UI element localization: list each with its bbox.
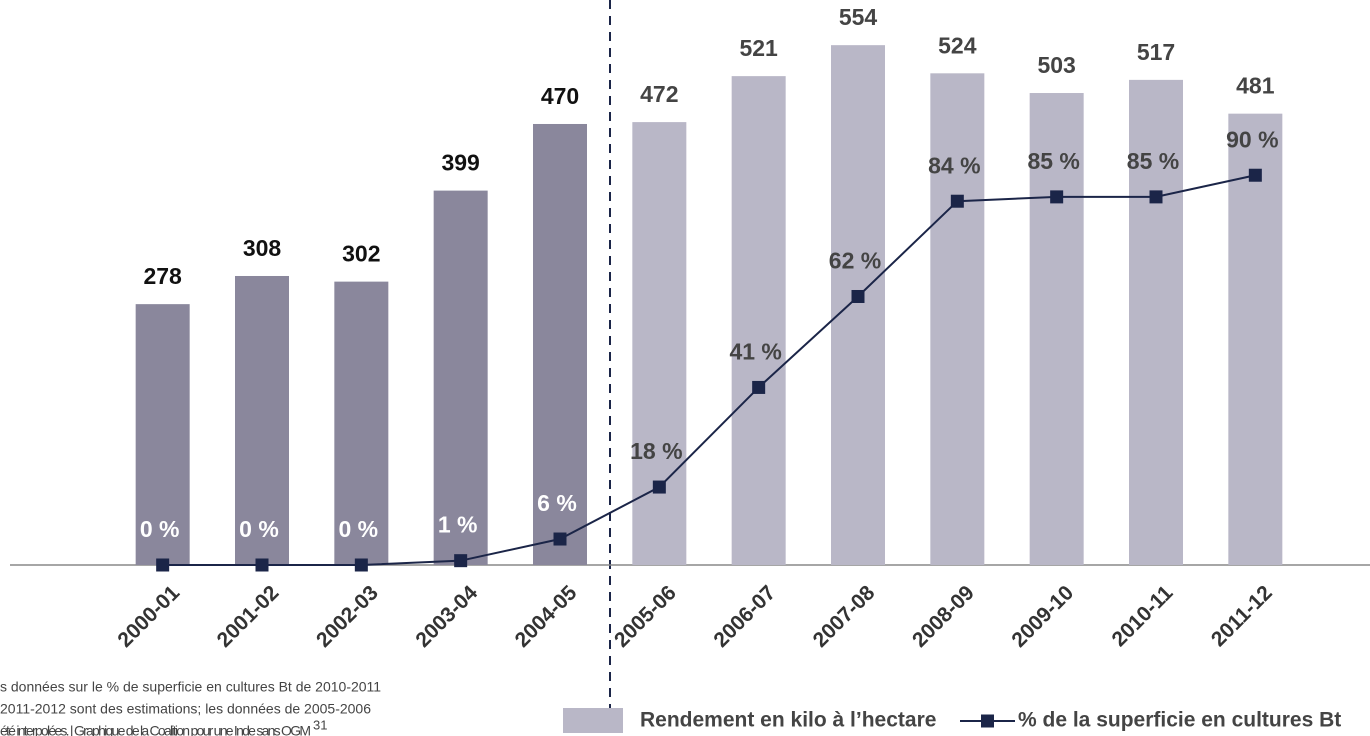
line-value-label: 1 %	[438, 512, 478, 538]
legend-label: Rendement en kilo à l’hectare	[640, 709, 936, 732]
line-marker	[950, 194, 964, 208]
bar-value-label: 308	[243, 235, 282, 261]
line-value-label: 6 %	[537, 490, 577, 516]
line-marker	[1050, 190, 1064, 204]
legend-swatch	[563, 708, 623, 733]
bar-value-label: 517	[1137, 39, 1175, 65]
line-marker	[454, 554, 468, 568]
line-value-label: 0 %	[239, 516, 279, 542]
bar	[135, 304, 190, 565]
line-value-label: 18 %	[630, 438, 682, 464]
bar-value-label: 470	[541, 83, 579, 109]
x-tick-label: 2003-04	[411, 581, 482, 652]
line-marker	[652, 480, 666, 494]
bar	[334, 281, 389, 565]
line-value-label: 85 %	[1027, 148, 1079, 174]
legend-label: % de la superficie en cultures Bt	[1018, 709, 1341, 732]
x-tick-label: 2000-01	[113, 581, 184, 652]
x-tick-label: 2008-09	[908, 581, 979, 652]
line-value-label: 0 %	[140, 516, 180, 542]
x-tick-label: 2010-11	[1108, 581, 1178, 651]
x-tick-label: 2009-10	[1007, 581, 1078, 652]
bar-value-label: 503	[1037, 52, 1075, 78]
line-marker	[553, 532, 567, 546]
note: s données sur le % de superficie en cult…	[0, 679, 381, 695]
line-marker	[752, 380, 766, 394]
x-tick-label: 2001-02	[213, 581, 284, 652]
bar-value-label: 554	[839, 4, 878, 30]
bar-value-label: 521	[739, 35, 778, 61]
x-tick-label: 2004-05	[511, 581, 582, 652]
line-marker	[851, 289, 865, 303]
bar	[831, 45, 885, 566]
line-value-label: 84 %	[928, 152, 980, 178]
bar-value-label: 302	[342, 241, 380, 267]
line-marker	[156, 558, 170, 572]
bar	[731, 76, 786, 566]
x-tick-label: 2007-08	[809, 581, 880, 652]
note: 2011-2012 sont des estimations; les donn…	[0, 701, 371, 717]
bar	[433, 190, 488, 566]
x-tick-label: 2002-03	[312, 581, 383, 652]
bar-value-label: 481	[1236, 73, 1275, 99]
x-tick-label: 2006-07	[709, 581, 780, 652]
x-tick-label: 2005-06	[610, 581, 681, 652]
line-value-label: 85 %	[1127, 148, 1179, 174]
bar	[632, 122, 687, 566]
bar-value-label: 524	[938, 32, 977, 58]
bar	[1228, 113, 1283, 565]
bar	[930, 73, 985, 566]
bar	[1029, 93, 1084, 565]
line	[162, 174, 1256, 566]
note-ref: 31	[313, 717, 327, 732]
line-marker	[1149, 190, 1163, 204]
note: été interpolées. | Graphique de la Coali…	[0, 723, 311, 736]
bar-value-label: 399	[441, 150, 479, 176]
line-value-label: 41 %	[729, 339, 781, 365]
line-value-label: 62 %	[829, 248, 881, 274]
line-marker	[354, 558, 368, 572]
bar	[235, 275, 289, 565]
x-tick-label: 2011-12	[1207, 581, 1277, 651]
bar-value-label: 278	[143, 263, 182, 289]
line-marker	[255, 558, 269, 572]
line-value-label: 90 %	[1226, 126, 1278, 152]
legend-marker	[981, 714, 994, 728]
line-value-label: 0 %	[339, 516, 379, 542]
bar	[1129, 79, 1183, 566]
line-marker	[1248, 168, 1262, 182]
bar-value-label: 472	[640, 81, 678, 107]
bar	[533, 123, 587, 565]
